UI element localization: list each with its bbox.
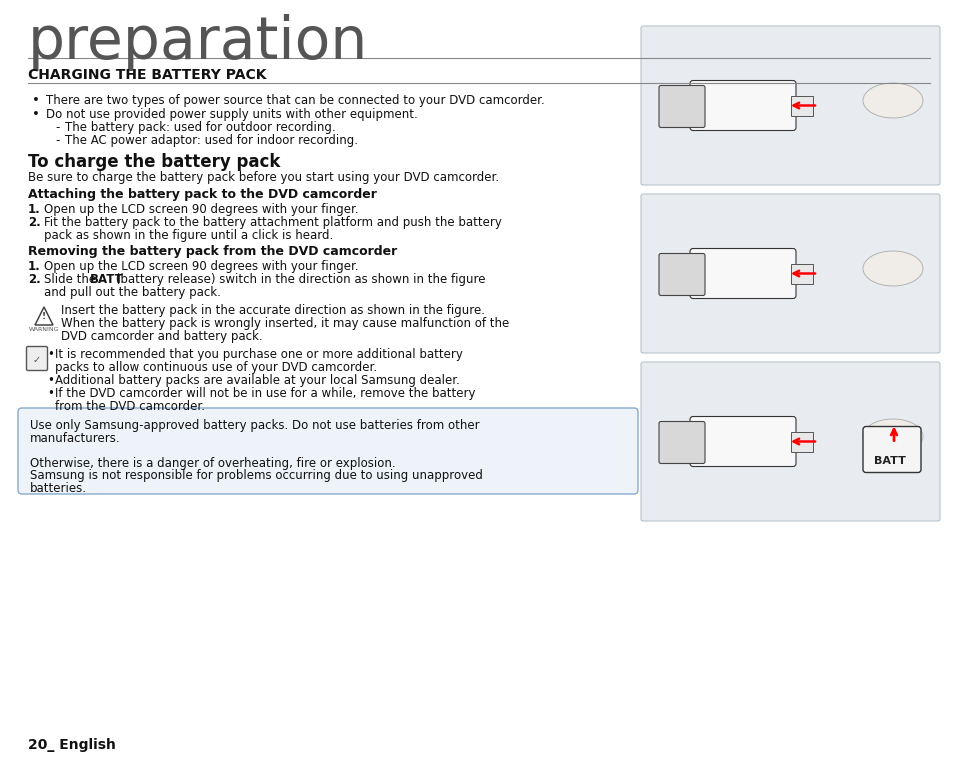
FancyBboxPatch shape: [640, 26, 939, 185]
Text: -: -: [55, 134, 59, 147]
Text: Attaching the battery pack to the DVD camcorder: Attaching the battery pack to the DVD ca…: [28, 188, 376, 201]
Text: pack as shown in the figure until a click is heard.: pack as shown in the figure until a clic…: [44, 229, 333, 242]
Text: CHARGING THE BATTERY PACK: CHARGING THE BATTERY PACK: [28, 68, 266, 82]
Text: If the DVD camcorder will not be in use for a while, remove the battery: If the DVD camcorder will not be in use …: [55, 387, 475, 400]
Text: Be sure to charge the battery pack before you start using your DVD camcorder.: Be sure to charge the battery pack befor…: [28, 171, 498, 184]
Bar: [790, 431, 812, 451]
Text: •: •: [32, 108, 40, 121]
Text: •: •: [47, 348, 53, 361]
Text: Otherwise, there is a danger of overheating, fire or explosion.: Otherwise, there is a danger of overheat…: [30, 457, 395, 470]
FancyBboxPatch shape: [689, 80, 795, 130]
Ellipse shape: [862, 419, 923, 454]
Text: (battery release) switch in the direction as shown in the figure: (battery release) switch in the directio…: [112, 273, 485, 286]
Text: •: •: [47, 374, 53, 387]
Text: The battery pack: used for outdoor recording.: The battery pack: used for outdoor recor…: [65, 121, 335, 134]
Text: Fit the battery pack to the battery attachment platform and push the battery: Fit the battery pack to the battery atta…: [44, 216, 501, 229]
Text: packs to allow continuous use of your DVD camcorder.: packs to allow continuous use of your DV…: [55, 361, 376, 374]
Text: •: •: [32, 94, 40, 107]
FancyBboxPatch shape: [689, 417, 795, 466]
FancyBboxPatch shape: [18, 408, 638, 494]
Text: 2.: 2.: [28, 216, 41, 229]
Ellipse shape: [862, 83, 923, 118]
Text: •: •: [47, 387, 53, 400]
Text: BATT: BATT: [873, 456, 905, 466]
Text: BATT: BATT: [91, 273, 124, 286]
Text: 2.: 2.: [28, 273, 41, 286]
FancyBboxPatch shape: [640, 194, 939, 353]
Text: -: -: [55, 121, 59, 134]
Text: from the DVD camcorder.: from the DVD camcorder.: [55, 400, 205, 413]
Text: batteries.: batteries.: [30, 482, 87, 495]
Text: DVD camcorder and battery pack.: DVD camcorder and battery pack.: [61, 330, 262, 343]
Text: When the battery pack is wrongly inserted, it may cause malfunction of the: When the battery pack is wrongly inserte…: [61, 317, 509, 330]
Bar: [790, 96, 812, 116]
Text: Use only Samsung-approved battery packs. Do not use batteries from other: Use only Samsung-approved battery packs.…: [30, 419, 479, 432]
Text: ✓: ✓: [33, 355, 41, 365]
Text: preparation: preparation: [28, 14, 368, 71]
FancyBboxPatch shape: [659, 86, 704, 127]
Text: Additional battery packs are available at your local Samsung dealer.: Additional battery packs are available a…: [55, 374, 459, 387]
FancyBboxPatch shape: [862, 427, 920, 473]
Bar: [790, 264, 812, 283]
Text: 1.: 1.: [28, 260, 41, 273]
Text: and pull out the battery pack.: and pull out the battery pack.: [44, 286, 221, 299]
Text: Insert the battery pack in the accurate direction as shown in the figure.: Insert the battery pack in the accurate …: [61, 304, 484, 317]
Text: Removing the battery pack from the DVD camcorder: Removing the battery pack from the DVD c…: [28, 245, 396, 258]
Text: To charge the battery pack: To charge the battery pack: [28, 153, 280, 171]
FancyBboxPatch shape: [659, 254, 704, 296]
Text: 1.: 1.: [28, 203, 41, 216]
Text: !: !: [42, 312, 46, 321]
Text: WARNING: WARNING: [29, 327, 59, 332]
FancyBboxPatch shape: [640, 362, 939, 521]
FancyBboxPatch shape: [659, 421, 704, 463]
Text: Samsung is not responsible for problems occurring due to using unapproved: Samsung is not responsible for problems …: [30, 469, 482, 482]
Text: Do not use provided power supply units with other equipment.: Do not use provided power supply units w…: [46, 108, 417, 121]
Text: Slide the: Slide the: [44, 273, 100, 286]
Text: manufacturers.: manufacturers.: [30, 431, 120, 444]
FancyBboxPatch shape: [27, 346, 48, 371]
Text: Open up the LCD screen 90 degrees with your finger.: Open up the LCD screen 90 degrees with y…: [44, 203, 358, 216]
Ellipse shape: [862, 251, 923, 286]
FancyBboxPatch shape: [689, 248, 795, 299]
Text: The AC power adaptor: used for indoor recording.: The AC power adaptor: used for indoor re…: [65, 134, 357, 147]
Text: Open up the LCD screen 90 degrees with your finger.: Open up the LCD screen 90 degrees with y…: [44, 260, 358, 273]
Text: It is recommended that you purchase one or more additional battery: It is recommended that you purchase one …: [55, 348, 462, 361]
Text: 20_ English: 20_ English: [28, 738, 115, 752]
Text: There are two types of power source that can be connected to your DVD camcorder.: There are two types of power source that…: [46, 94, 544, 107]
